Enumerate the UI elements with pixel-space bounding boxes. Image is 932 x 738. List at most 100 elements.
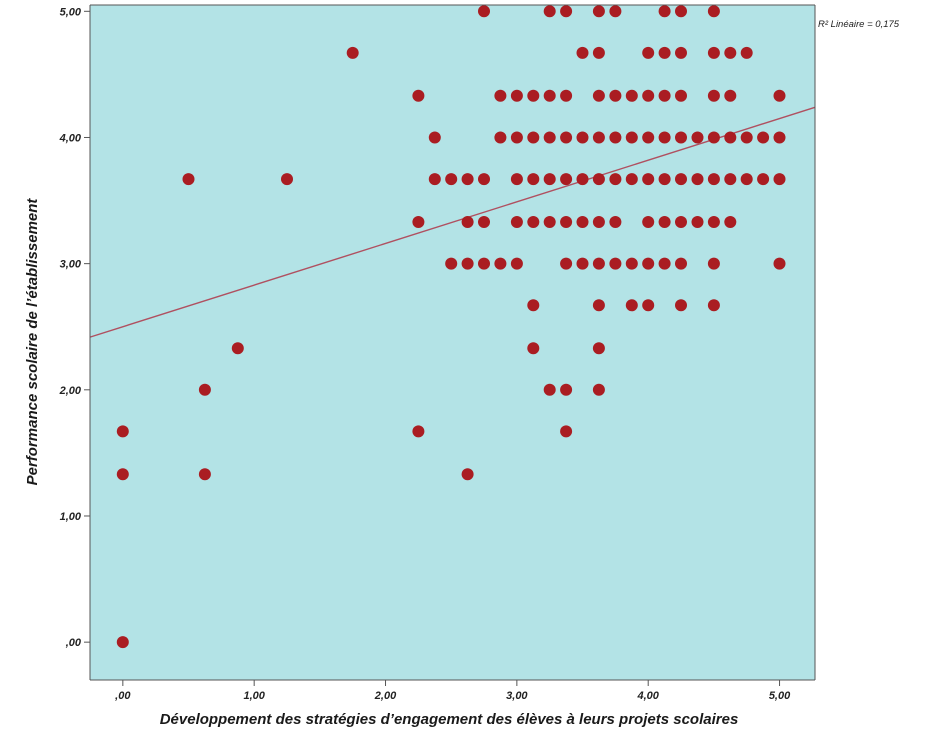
data-point: [642, 216, 655, 228]
data-point: [576, 46, 589, 59]
data-point: [675, 173, 687, 186]
data-point: [724, 216, 737, 228]
data-point: [658, 46, 671, 59]
data-point: [658, 216, 671, 228]
data-point: [675, 131, 687, 144]
data-point: [724, 131, 737, 144]
data-point: [543, 89, 556, 102]
data-point: [592, 173, 605, 186]
data-point: [560, 425, 573, 438]
data-point: [609, 5, 622, 18]
data-point: [691, 173, 704, 186]
y-axis-title: Performance scolaire de l’établissement: [24, 198, 41, 486]
data-point: [609, 131, 622, 144]
data-point: [592, 342, 605, 355]
data-point: [412, 216, 425, 228]
y-tick-label: 2,00: [59, 385, 82, 397]
data-point: [576, 173, 589, 186]
data-point: [543, 131, 556, 144]
data-point: [609, 257, 622, 270]
data-point: [707, 299, 720, 312]
data-point: [560, 257, 573, 270]
x-tick-label: 3,00: [506, 690, 528, 702]
data-point: [773, 257, 786, 270]
y-tick-label: ,00: [65, 637, 82, 649]
data-point: [675, 216, 687, 228]
data-point: [461, 257, 474, 270]
data-point: [642, 89, 655, 102]
data-point: [428, 173, 441, 186]
data-point: [478, 257, 490, 270]
data-point: [707, 131, 720, 144]
x-tick-label: 1,00: [243, 690, 265, 702]
plot-background: [90, 5, 815, 680]
data-point: [707, 173, 720, 186]
data-point: [773, 173, 786, 186]
data-point: [740, 131, 753, 144]
data-point: [707, 5, 720, 18]
data-point: [412, 89, 425, 102]
data-point: [625, 89, 638, 102]
data-point: [412, 425, 425, 438]
data-point: [461, 216, 474, 228]
data-point: [478, 173, 490, 186]
data-point: [527, 173, 540, 186]
data-point: [527, 299, 540, 312]
data-point: [116, 636, 129, 649]
data-point: [592, 257, 605, 270]
data-point: [576, 131, 589, 144]
data-point: [510, 89, 523, 102]
data-point: [346, 46, 359, 59]
data-point: [510, 173, 523, 186]
data-point: [543, 383, 556, 396]
data-point: [198, 468, 211, 481]
data-point: [707, 46, 720, 59]
data-point: [609, 89, 622, 102]
data-point: [707, 257, 720, 270]
data-point: [576, 257, 589, 270]
data-point: [675, 89, 687, 102]
data-point: [658, 131, 671, 144]
data-point: [560, 383, 573, 396]
y-tick-label: 1,00: [60, 511, 82, 523]
data-point: [560, 173, 573, 186]
data-point: [675, 257, 687, 270]
data-point: [494, 89, 507, 102]
data-point: [510, 131, 523, 144]
data-point: [527, 216, 540, 228]
data-point: [740, 46, 753, 59]
data-point: [543, 216, 556, 228]
data-point: [609, 216, 622, 228]
x-axis-title: Développement des stratégies d’engagemen…: [160, 711, 739, 728]
data-point: [707, 89, 720, 102]
data-point: [592, 5, 605, 18]
data-point: [445, 173, 458, 186]
data-point: [707, 216, 720, 228]
data-point: [445, 257, 458, 270]
data-point: [198, 383, 211, 396]
data-point: [478, 5, 490, 18]
data-point: [592, 131, 605, 144]
data-point: [757, 131, 770, 144]
data-point: [560, 5, 573, 18]
data-point: [576, 216, 589, 228]
data-point: [478, 216, 490, 228]
data-point: [675, 299, 687, 312]
data-point: [691, 216, 704, 228]
x-tick-label: 5,00: [769, 690, 791, 702]
fit-line-layer: [89, 106, 816, 338]
data-point: [625, 299, 638, 312]
data-point: [724, 46, 737, 59]
data-point: [724, 173, 737, 186]
data-point: [642, 131, 655, 144]
data-point: [592, 383, 605, 396]
data-point: [625, 257, 638, 270]
data-point: [757, 173, 770, 186]
x-tick-label: ,00: [114, 690, 131, 702]
data-point: [625, 131, 638, 144]
data-point: [510, 257, 523, 270]
data-point: [543, 173, 556, 186]
data-point: [773, 131, 786, 144]
y-tick-label: 3,00: [60, 259, 82, 271]
